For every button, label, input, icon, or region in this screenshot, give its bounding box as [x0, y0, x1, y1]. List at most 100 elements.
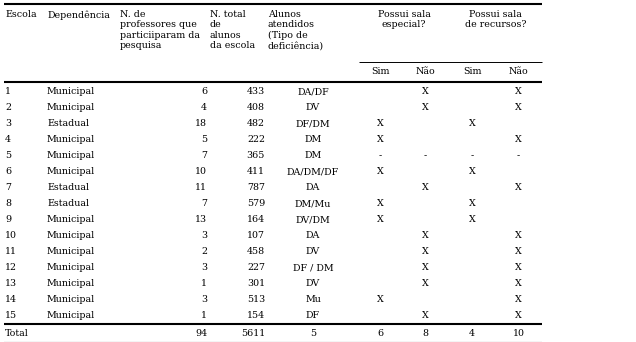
Text: 6: 6: [201, 88, 207, 96]
Text: 154: 154: [247, 312, 265, 320]
Text: X: X: [515, 232, 522, 240]
Text: DA: DA: [306, 184, 320, 193]
Text: Municipal: Municipal: [47, 248, 95, 256]
Text: 3: 3: [201, 263, 207, 273]
Text: 164: 164: [247, 215, 265, 224]
Text: 8: 8: [5, 199, 11, 209]
Text: N. de
professores que
particiiparam da
pesquisa: N. de professores que particiiparam da p…: [120, 10, 200, 50]
Text: 14: 14: [5, 295, 17, 304]
Text: X: X: [422, 263, 429, 273]
Text: -: -: [471, 152, 474, 160]
Text: 5: 5: [5, 152, 11, 160]
Text: 4: 4: [469, 329, 475, 338]
Text: DF/DM: DF/DM: [296, 119, 330, 129]
Text: 482: 482: [247, 119, 265, 129]
Text: DM: DM: [305, 135, 322, 145]
Text: -: -: [424, 152, 427, 160]
Text: 1: 1: [201, 312, 207, 320]
Text: 7: 7: [201, 152, 207, 160]
Text: X: X: [422, 104, 429, 113]
Text: X: X: [515, 295, 522, 304]
Text: 787: 787: [247, 184, 265, 193]
Text: X: X: [469, 199, 475, 209]
Text: DM/Mu: DM/Mu: [295, 199, 331, 209]
Text: Municipal: Municipal: [47, 279, 95, 289]
Text: 6: 6: [5, 168, 11, 176]
Text: Municipal: Municipal: [47, 104, 95, 113]
Text: X: X: [469, 168, 475, 176]
Text: 4: 4: [201, 104, 207, 113]
Text: 5: 5: [310, 329, 316, 338]
Text: 6: 6: [377, 329, 384, 338]
Text: X: X: [515, 279, 522, 289]
Text: X: X: [377, 199, 384, 209]
Text: 7: 7: [201, 199, 207, 209]
Text: Municipal: Municipal: [47, 263, 95, 273]
Text: 8: 8: [422, 329, 429, 338]
Text: Escola: Escola: [5, 10, 37, 19]
Text: X: X: [515, 263, 522, 273]
Text: X: X: [377, 135, 384, 145]
Text: 1: 1: [5, 88, 11, 96]
Text: Municipal: Municipal: [47, 135, 95, 145]
Text: 9: 9: [5, 215, 11, 224]
Text: Municipal: Municipal: [47, 215, 95, 224]
Text: 4: 4: [5, 135, 11, 145]
Text: Sim: Sim: [371, 67, 390, 77]
Text: X: X: [515, 104, 522, 113]
Text: X: X: [377, 119, 384, 129]
Text: 10: 10: [5, 232, 17, 240]
Text: X: X: [422, 279, 429, 289]
Text: Municipal: Municipal: [47, 152, 95, 160]
Text: 513: 513: [247, 295, 265, 304]
Text: Estadual: Estadual: [47, 184, 89, 193]
Text: DV: DV: [306, 248, 320, 256]
Text: X: X: [422, 88, 429, 96]
Text: 365: 365: [247, 152, 265, 160]
Text: DA/DF: DA/DF: [297, 88, 329, 96]
Text: X: X: [515, 88, 522, 96]
Text: Total: Total: [5, 329, 29, 338]
Text: -: -: [517, 152, 520, 160]
Text: Dependência: Dependência: [47, 10, 110, 19]
Text: DF / DM: DF / DM: [293, 263, 333, 273]
Text: DA: DA: [306, 232, 320, 240]
Text: -: -: [379, 152, 382, 160]
Text: Municipal: Municipal: [47, 232, 95, 240]
Text: 11: 11: [5, 248, 17, 256]
Text: X: X: [469, 119, 475, 129]
Text: Sim: Sim: [463, 67, 481, 77]
Text: X: X: [422, 248, 429, 256]
Text: X: X: [422, 184, 429, 193]
Text: 15: 15: [5, 312, 17, 320]
Text: X: X: [515, 248, 522, 256]
Text: 13: 13: [5, 279, 17, 289]
Text: 5611: 5611: [241, 329, 265, 338]
Text: 458: 458: [247, 248, 265, 256]
Text: 579: 579: [247, 199, 265, 209]
Text: X: X: [515, 135, 522, 145]
Text: 2: 2: [201, 248, 207, 256]
Text: X: X: [515, 312, 522, 320]
Text: 1: 1: [201, 279, 207, 289]
Text: DF: DF: [306, 312, 320, 320]
Text: X: X: [377, 295, 384, 304]
Text: 301: 301: [247, 279, 265, 289]
Text: X: X: [469, 215, 475, 224]
Text: 227: 227: [247, 263, 265, 273]
Text: 7: 7: [5, 184, 11, 193]
Text: DV: DV: [306, 104, 320, 113]
Text: Não: Não: [509, 67, 529, 77]
Text: Municipal: Municipal: [47, 88, 95, 96]
Text: 11: 11: [195, 184, 207, 193]
Text: 18: 18: [195, 119, 207, 129]
Text: X: X: [515, 184, 522, 193]
Text: 10: 10: [195, 168, 207, 176]
Text: 12: 12: [5, 263, 17, 273]
Text: X: X: [377, 168, 384, 176]
Text: Possui sala
de recursos?: Possui sala de recursos?: [465, 10, 526, 29]
Text: Alunos
atendidos
(Tipo de
deficiência): Alunos atendidos (Tipo de deficiência): [268, 10, 324, 50]
Text: Não: Não: [415, 67, 436, 77]
Text: Municipal: Municipal: [47, 295, 95, 304]
Text: Mu: Mu: [305, 295, 321, 304]
